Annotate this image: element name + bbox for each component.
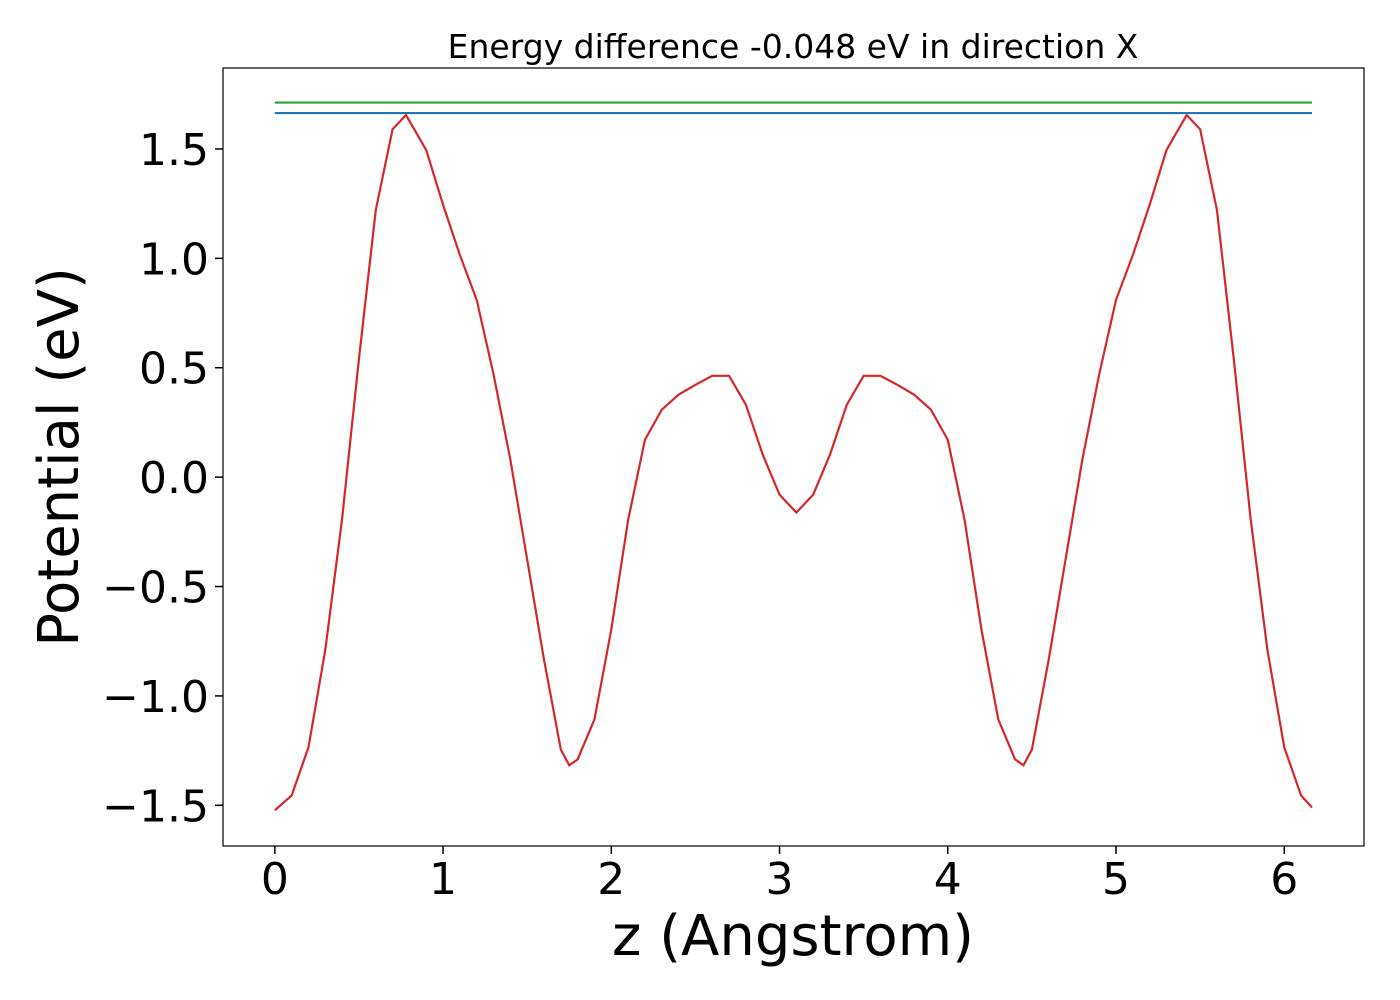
plot-frame — [222, 67, 1365, 847]
x-tick-label: 2 — [597, 854, 625, 905]
y-axis-label: Potential (eV) — [27, 267, 92, 647]
x-axis-label: z (Angstrom) — [612, 904, 974, 969]
chart-title: Energy difference -0.048 eV in direction… — [448, 27, 1139, 66]
y-tick-label: 1.5 — [139, 125, 209, 176]
y-tick-label: −1.0 — [102, 672, 209, 723]
x-tick-label: 1 — [429, 854, 457, 905]
x-tick-label: 3 — [766, 854, 794, 905]
x-tick-label: 4 — [934, 854, 962, 905]
data-line — [274, 113, 1313, 812]
y-tick-label: 1.0 — [139, 234, 209, 285]
y-tick-label: 0.5 — [139, 344, 209, 395]
x-tick-label: 0 — [261, 854, 289, 905]
x-tick-label: 6 — [1270, 854, 1298, 905]
y-tick-label: −1.5 — [102, 781, 209, 832]
x-tick-label: 5 — [1102, 854, 1130, 905]
y-tick-label: 0.0 — [139, 453, 209, 504]
y-tick-label: −0.5 — [102, 563, 209, 614]
